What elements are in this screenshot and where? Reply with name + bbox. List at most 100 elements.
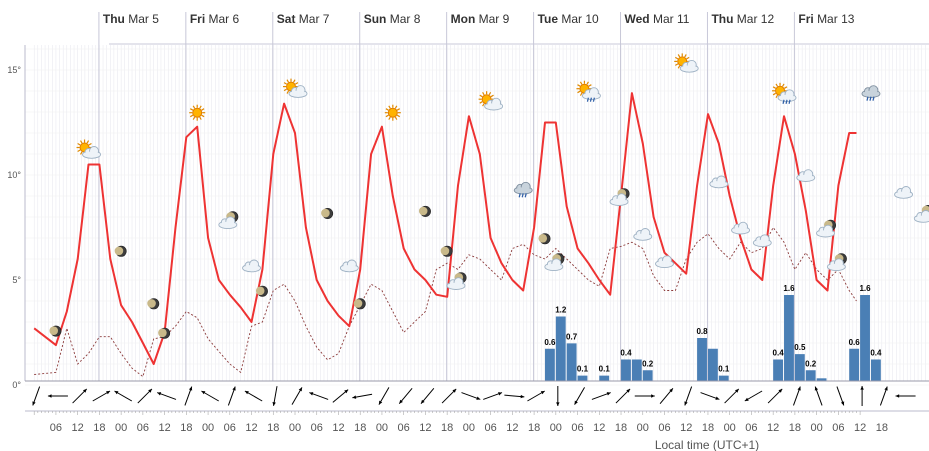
sun-cloud-icon (283, 78, 308, 98)
precipitation-bar (599, 375, 610, 381)
y-tick-label: 10° (7, 170, 21, 180)
sun-ray (388, 116, 391, 120)
day-label: Wed Mar 11 (625, 12, 690, 26)
x-tick-label: 18 (441, 422, 453, 434)
sun-ray (292, 79, 296, 83)
precipitation-label: 1.2 (555, 306, 567, 315)
precipitation-bar (718, 375, 729, 381)
wind-arrow-head (574, 400, 578, 405)
day-label: Thu Mar 5 (103, 12, 159, 26)
moon-lit (255, 286, 265, 296)
x-tick-label: 06 (658, 422, 670, 434)
x-tick-label: 00 (202, 422, 214, 434)
sun-rain-icon (576, 80, 601, 102)
wind-arrow-head (232, 386, 236, 391)
wind-arrow-head (114, 391, 119, 395)
day-date: Mar 11 (653, 12, 690, 26)
wind-arrow-head (298, 387, 303, 392)
day-weekday: Mon (451, 12, 479, 26)
wind-arrow-head (420, 399, 425, 404)
sun-ray (385, 108, 389, 111)
wind-arrow (378, 387, 390, 405)
sun-ray (674, 63, 679, 66)
sun-ray (686, 56, 690, 60)
wind-arrow-head (814, 386, 819, 391)
precipitation-bars: 0.6 1.2 0.7 0.1 0.1 0.4 0.2 0.8 0.1 0.4 1.6 0.5 0.2 0… (544, 284, 882, 381)
day-weekday: Tue (538, 12, 562, 26)
wind-arrow (615, 388, 631, 404)
day-label: Tue Mar 10 (538, 12, 599, 26)
precipitation-label: 0.4 (773, 349, 785, 358)
wind-arrow-head (378, 400, 383, 405)
cloud-part (732, 227, 749, 234)
sun-icon (189, 104, 206, 121)
wind-arrow (767, 388, 783, 404)
sun-ray (479, 101, 483, 104)
sun-ray (283, 88, 287, 92)
day-label: Mon Mar 9 (451, 12, 510, 26)
x-tick-label: 12 (767, 422, 779, 434)
moon-lit (538, 234, 548, 243)
cloud-part (515, 187, 532, 194)
x-tick-label: 00 (724, 422, 736, 434)
precipitation-bar (555, 316, 566, 381)
sun-ray (77, 149, 81, 153)
wind-arrow-head (148, 388, 152, 393)
moon-icon (321, 208, 334, 220)
precipitation-label: 0.4 (620, 349, 632, 358)
moon-lit (114, 246, 124, 256)
sun-ray (772, 86, 777, 89)
sun-ray (192, 116, 196, 120)
wind-arrow (574, 387, 585, 405)
wind-arrow-head (399, 399, 403, 404)
moon-lit (147, 299, 156, 308)
sun-ray (488, 91, 492, 96)
wind-arrow-head (840, 401, 845, 406)
sun-ray (201, 114, 205, 118)
wind-arrow-head (201, 391, 206, 395)
day-date: Mar 6 (209, 12, 240, 26)
moon-icon (440, 245, 453, 257)
precipitation-label: 0.1 (577, 365, 589, 374)
wind-arrow-head (344, 389, 349, 394)
wind-arrow-head (476, 396, 481, 400)
wind-arrow-head (744, 397, 749, 401)
wind-arrow-head (272, 401, 276, 406)
wind-arrow-head (82, 388, 87, 393)
sun-ray (396, 108, 401, 111)
rain-cloud-icon (861, 85, 881, 101)
precipitation-bar (544, 348, 555, 381)
sun-ray (775, 94, 779, 99)
x-tick-label: 18 (354, 422, 366, 434)
cloud-icon (752, 234, 772, 248)
cloud-part (219, 221, 236, 228)
sun-ray (490, 94, 494, 98)
precipitation-bar (870, 359, 881, 381)
sun-ray (189, 108, 194, 111)
day-date: Mar 5 (128, 12, 159, 26)
moon-cloud-icon (609, 188, 630, 206)
grid (25, 45, 929, 386)
wind-arrow (556, 386, 560, 406)
wind-arrow-head (106, 391, 111, 395)
day-date: Mar 12 (737, 12, 775, 26)
rain-drop (866, 96, 869, 101)
sun-ray (674, 56, 679, 60)
cloud-icon (894, 186, 914, 199)
cloud-part (828, 263, 845, 270)
wind-arrow-head (47, 394, 52, 398)
sun-ray (80, 140, 83, 144)
x-tick-label: 06 (50, 422, 62, 434)
wind-arrow (591, 392, 611, 400)
precipitation-bar (849, 348, 860, 381)
x-tick-label: 00 (376, 422, 388, 434)
moon-lit (353, 299, 363, 308)
wind-arrow (32, 386, 41, 406)
x-tick-label: 18 (180, 422, 192, 434)
x-tick-label: 12 (593, 422, 605, 434)
sun-ray (482, 103, 485, 107)
wind-arrow (724, 388, 740, 404)
y-axis: 0° 5° 10° 15° (7, 45, 26, 390)
precipitation-label: 0.1 (718, 365, 730, 374)
day-weekday: Fri (190, 12, 209, 26)
